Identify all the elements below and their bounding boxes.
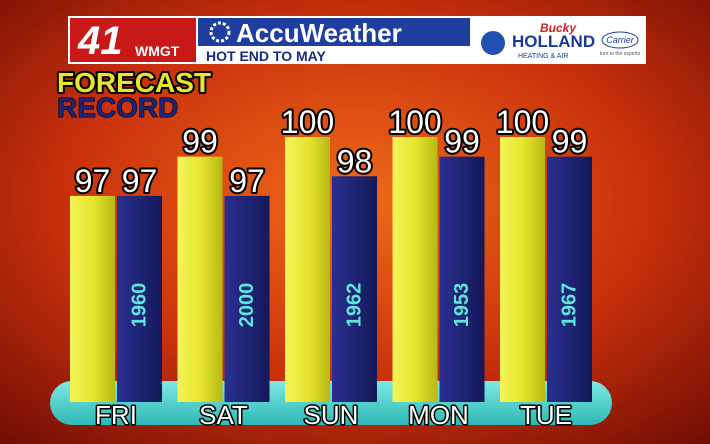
value-label: 100 — [281, 104, 334, 140]
station-box — [70, 18, 196, 62]
bar — [70, 195, 115, 402]
sponsor-name: HOLLAND — [512, 32, 595, 51]
brand-box — [198, 18, 470, 46]
headline: HOT END TO MAY — [206, 48, 326, 64]
sun-icon — [209, 21, 231, 43]
record-year: 2000 — [236, 283, 258, 328]
bar — [547, 156, 592, 402]
brand: AccuWeather — [236, 18, 402, 48]
bar — [285, 137, 330, 402]
slogan: turn to the experts — [600, 51, 641, 57]
record-year: 1967 — [559, 283, 581, 328]
value-label: 100 — [388, 104, 441, 140]
legend-entry: RECORD — [57, 92, 178, 123]
channel: 41 — [77, 19, 123, 63]
x-tick-label: SUN — [304, 400, 359, 430]
legend-entry: FORECAST — [57, 67, 211, 98]
record-year: 1953 — [451, 283, 473, 328]
bar — [177, 156, 223, 402]
header: 41 WMGT AccuWeather HOT END TO MAY Bucky… — [68, 16, 646, 64]
bar — [117, 195, 162, 402]
value-label: 99 — [182, 124, 218, 160]
bar — [332, 176, 377, 402]
bar — [500, 137, 545, 402]
station: WMGT — [135, 43, 180, 59]
x-tick-label: TUE — [520, 400, 572, 430]
record-year: 1962 — [344, 283, 366, 328]
x-tick-label: FRI — [95, 400, 137, 430]
x-tick-label: SAT — [199, 400, 248, 430]
sponsor-script: Bucky — [540, 21, 577, 35]
bar — [392, 137, 438, 402]
record-year: 1960 — [129, 283, 151, 328]
partner-logo — [601, 31, 639, 49]
value-label: 99 — [552, 124, 588, 160]
sponsor-logo — [481, 31, 505, 55]
value-label: 97 — [229, 163, 265, 199]
bar — [224, 195, 270, 402]
x-tick-label: MON — [408, 400, 469, 430]
value-label: 97 — [122, 163, 158, 199]
value-label: 98 — [337, 143, 373, 179]
bar — [439, 156, 485, 402]
partner: Carrier — [606, 35, 635, 45]
value-label: 99 — [444, 124, 480, 160]
sponsor-tagline: HEATING & AIR — [518, 53, 568, 60]
value-label: 100 — [496, 104, 549, 140]
value-label: 97 — [75, 163, 111, 199]
